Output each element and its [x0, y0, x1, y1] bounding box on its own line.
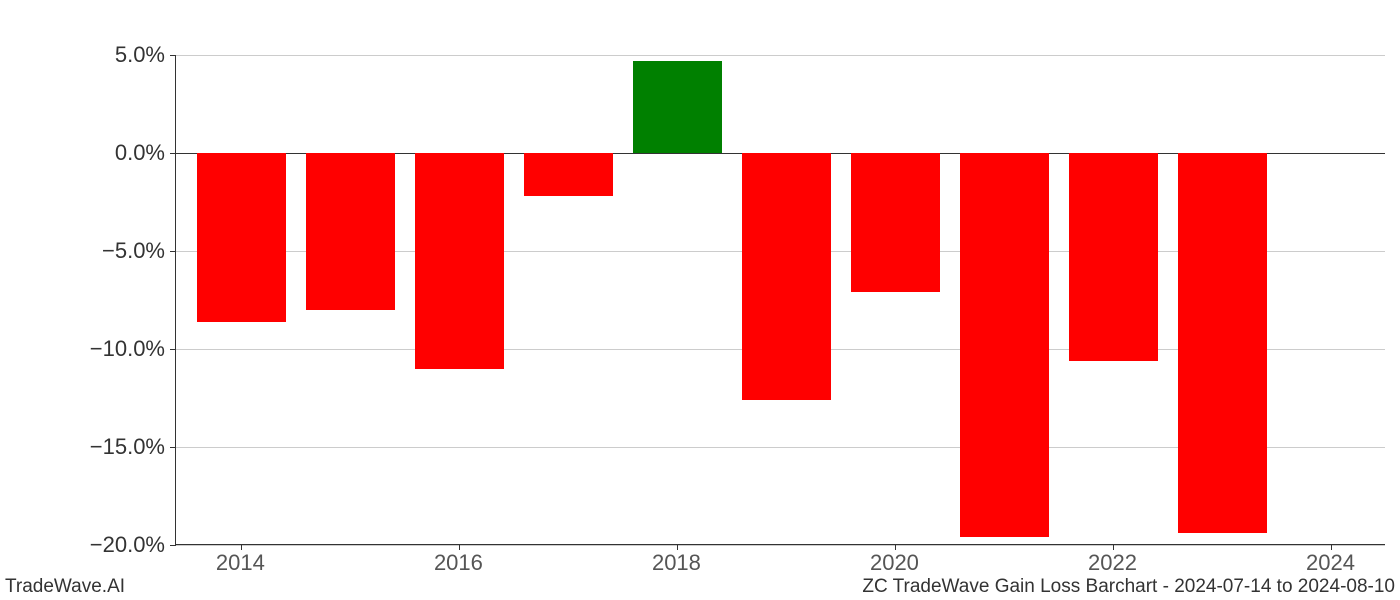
bar — [306, 153, 395, 310]
bar — [1069, 153, 1158, 361]
ytick-label: 0.0% — [15, 140, 165, 166]
bar — [415, 153, 504, 369]
bar — [633, 61, 722, 153]
bar — [960, 153, 1049, 537]
footer-brand: TradeWave.AI — [5, 576, 125, 598]
bar — [524, 153, 613, 196]
xtick-label: 2018 — [652, 550, 701, 576]
bar — [851, 153, 940, 292]
bar — [1178, 153, 1267, 533]
gridline — [176, 545, 1385, 546]
xtick-label: 2022 — [1088, 550, 1137, 576]
xtick-label: 2024 — [1306, 550, 1355, 576]
footer-title: ZC TradeWave Gain Loss Barchart - 2024-0… — [862, 576, 1395, 598]
ytick-label: 5.0% — [15, 42, 165, 68]
ytick-mark — [170, 447, 176, 448]
gridline — [176, 55, 1385, 56]
ytick-mark — [170, 55, 176, 56]
xtick-label: 2016 — [434, 550, 483, 576]
ytick-label: −5.0% — [15, 238, 165, 264]
ytick-mark — [170, 545, 176, 546]
xtick-label: 2020 — [870, 550, 919, 576]
ytick-mark — [170, 153, 176, 154]
ytick-label: −10.0% — [15, 336, 165, 362]
xtick-label: 2014 — [216, 550, 265, 576]
bar — [742, 153, 831, 400]
ytick-mark — [170, 251, 176, 252]
plot-area — [175, 55, 1385, 545]
ytick-mark — [170, 349, 176, 350]
ytick-label: −15.0% — [15, 434, 165, 460]
chart-container: 5.0% 0.0% −5.0% −10.0% −15.0% −20.0% 2014 2016… — [0, 0, 1400, 600]
bar — [197, 153, 286, 322]
ytick-label: −20.0% — [15, 532, 165, 558]
